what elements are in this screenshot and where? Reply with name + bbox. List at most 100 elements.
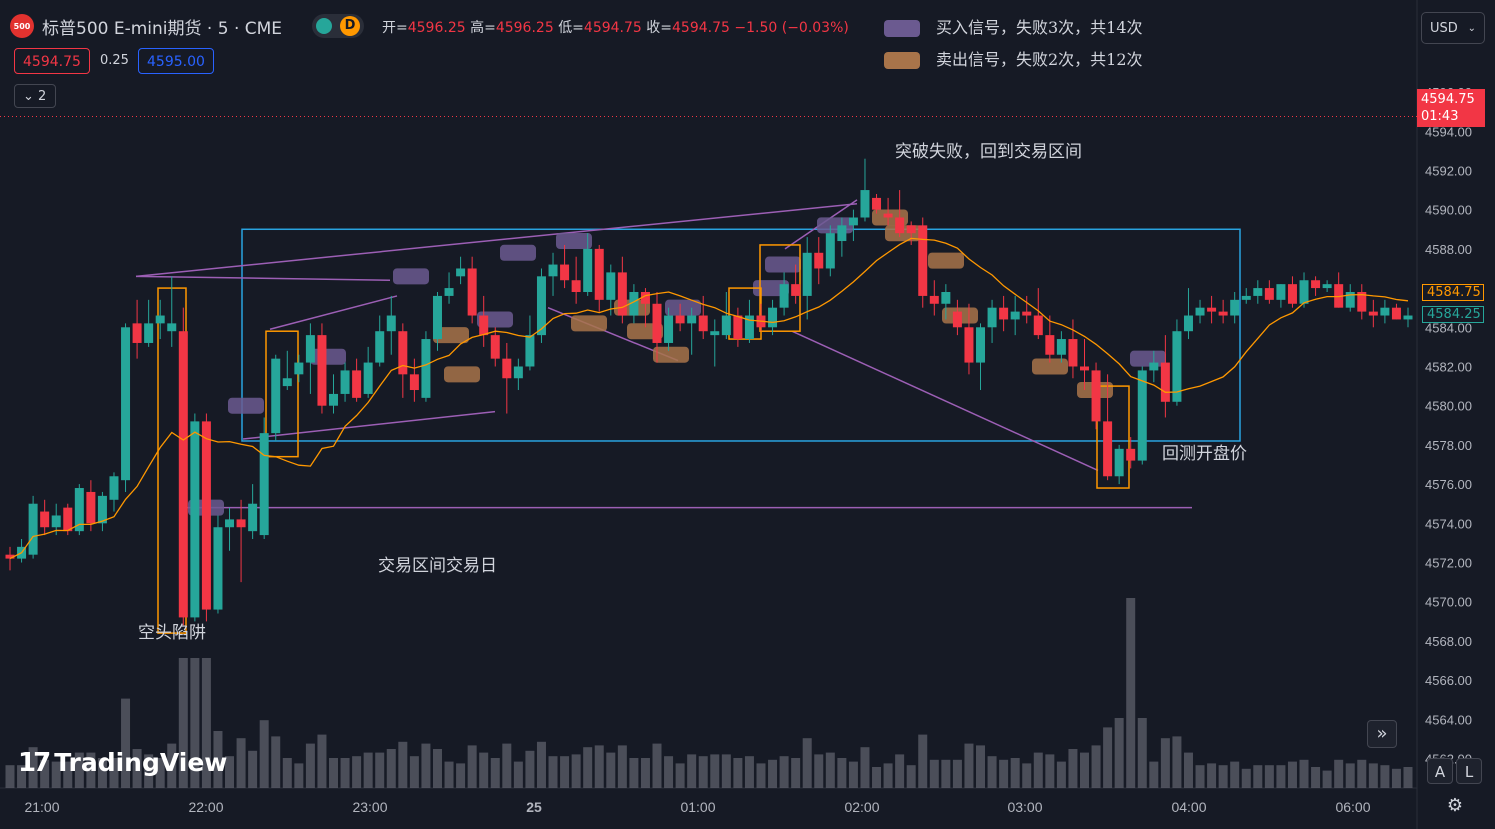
candle [305, 323, 315, 394]
volume-bar [779, 756, 789, 788]
candle-body [86, 491, 96, 524]
candle [848, 209, 858, 242]
candle-body [791, 284, 801, 296]
volume-bar [791, 758, 801, 788]
buy-signal-marker [556, 233, 592, 250]
volume-bar [40, 759, 50, 788]
candle [1079, 339, 1089, 391]
candle-body [1137, 370, 1147, 461]
candle [1114, 444, 1124, 485]
log-scale-button[interactable]: L [1456, 758, 1482, 784]
candle [1091, 362, 1101, 430]
candle-body [28, 503, 38, 555]
candle-body [271, 358, 281, 434]
current-price-tag: 4594.75 01:43 [1417, 89, 1485, 127]
volume-bar [5, 765, 15, 788]
volume-bar [86, 752, 96, 788]
candle-body [259, 433, 269, 536]
candle [490, 327, 500, 367]
chart-annotation: 回测开盘价 [1162, 444, 1247, 464]
candle [225, 507, 235, 551]
y-tick-label: 4574.00 [1425, 516, 1472, 531]
candle [768, 299, 778, 336]
candle-body [1056, 339, 1066, 355]
volume-bar [375, 752, 385, 788]
y-tick-label: 4570.00 [1425, 595, 1472, 610]
candle-body [490, 335, 500, 359]
candle-body [1045, 335, 1055, 355]
bid-price-button[interactable]: 4594.75 [14, 48, 90, 74]
volume-bar [1160, 738, 1170, 788]
x-tick-label: 06:00 [1335, 799, 1370, 815]
buy-swatch [884, 20, 920, 37]
ask-price-button[interactable]: 4595.00 [138, 48, 214, 74]
currency-select[interactable]: USD ⌄ [1421, 12, 1485, 44]
volume-bar [421, 743, 431, 788]
volume-bar [1103, 727, 1113, 788]
volume-bar [664, 756, 674, 788]
candle-body [1103, 421, 1113, 477]
legend-sell: 卖出信号，失败2次，共12次 [884, 46, 1143, 70]
x-tick-label: 03:00 [1007, 799, 1042, 815]
scroll-to-realtime-button[interactable]: » [1367, 720, 1397, 748]
candle-body [848, 217, 858, 226]
candle-body [375, 331, 385, 363]
y-tick-label: 4578.00 [1425, 438, 1472, 453]
candle-body [768, 307, 778, 328]
candle [883, 197, 893, 226]
candle-body [918, 225, 928, 296]
volume-bar [906, 765, 916, 788]
indicator-collapse-button[interactable]: ⌄ 2 [14, 84, 56, 108]
candle [1126, 437, 1136, 469]
candle [132, 299, 142, 359]
close-label: 收= [646, 20, 673, 36]
candle-body [525, 335, 535, 367]
candle-body [721, 315, 731, 336]
volume-bar [305, 743, 315, 788]
last-price-tag: 4584.25 [1422, 306, 1484, 323]
candle [652, 292, 662, 363]
candle [583, 233, 593, 296]
y-tick-label: 4590.00 [1425, 203, 1472, 218]
close-value: 4594.75 [672, 20, 730, 36]
candle-body [398, 331, 408, 375]
candle-body [40, 511, 50, 528]
current-price-value: 4594.75 [1421, 92, 1475, 107]
chevron-down-icon: ⌄ [23, 89, 34, 104]
candle [144, 299, 154, 347]
candle [109, 472, 119, 512]
x-tick-label: 21:00 [24, 799, 59, 815]
volume-bar [74, 752, 84, 788]
volume-bar [1207, 763, 1217, 788]
volume-bar [802, 738, 812, 788]
candle [560, 244, 570, 289]
volume-bar [294, 763, 304, 788]
settings-gear-icon[interactable]: ⚙ [1446, 795, 1464, 816]
candle [1380, 299, 1390, 324]
candle-body [1253, 288, 1263, 296]
symbol-title[interactable]: 标普500 E-mini期货 · 5 · CME [42, 19, 283, 39]
candle-body [779, 284, 789, 308]
volume-bar [1391, 768, 1401, 788]
candle [1056, 331, 1066, 363]
candle [1391, 303, 1401, 320]
candle [744, 299, 754, 343]
candle-body [432, 295, 442, 340]
candle [190, 413, 200, 622]
y-tick-label: 4582.00 [1425, 359, 1472, 374]
volume-bar [1056, 761, 1066, 788]
sell-legend-label: 卖出信号，失败2次，共12次 [936, 50, 1143, 69]
candle-body [640, 292, 650, 304]
data-mode-toggle[interactable]: D [312, 14, 364, 38]
candle [294, 354, 304, 383]
candle-body [1207, 307, 1217, 312]
candle [640, 288, 650, 328]
candle-body [895, 217, 905, 234]
tradingview-logo[interactable]: 17 TradingView [18, 748, 227, 778]
candle-body [1368, 311, 1378, 316]
auto-scale-button[interactable]: A [1427, 758, 1453, 784]
candle-body [213, 527, 223, 610]
candle [906, 221, 916, 245]
candle-body [952, 311, 962, 328]
